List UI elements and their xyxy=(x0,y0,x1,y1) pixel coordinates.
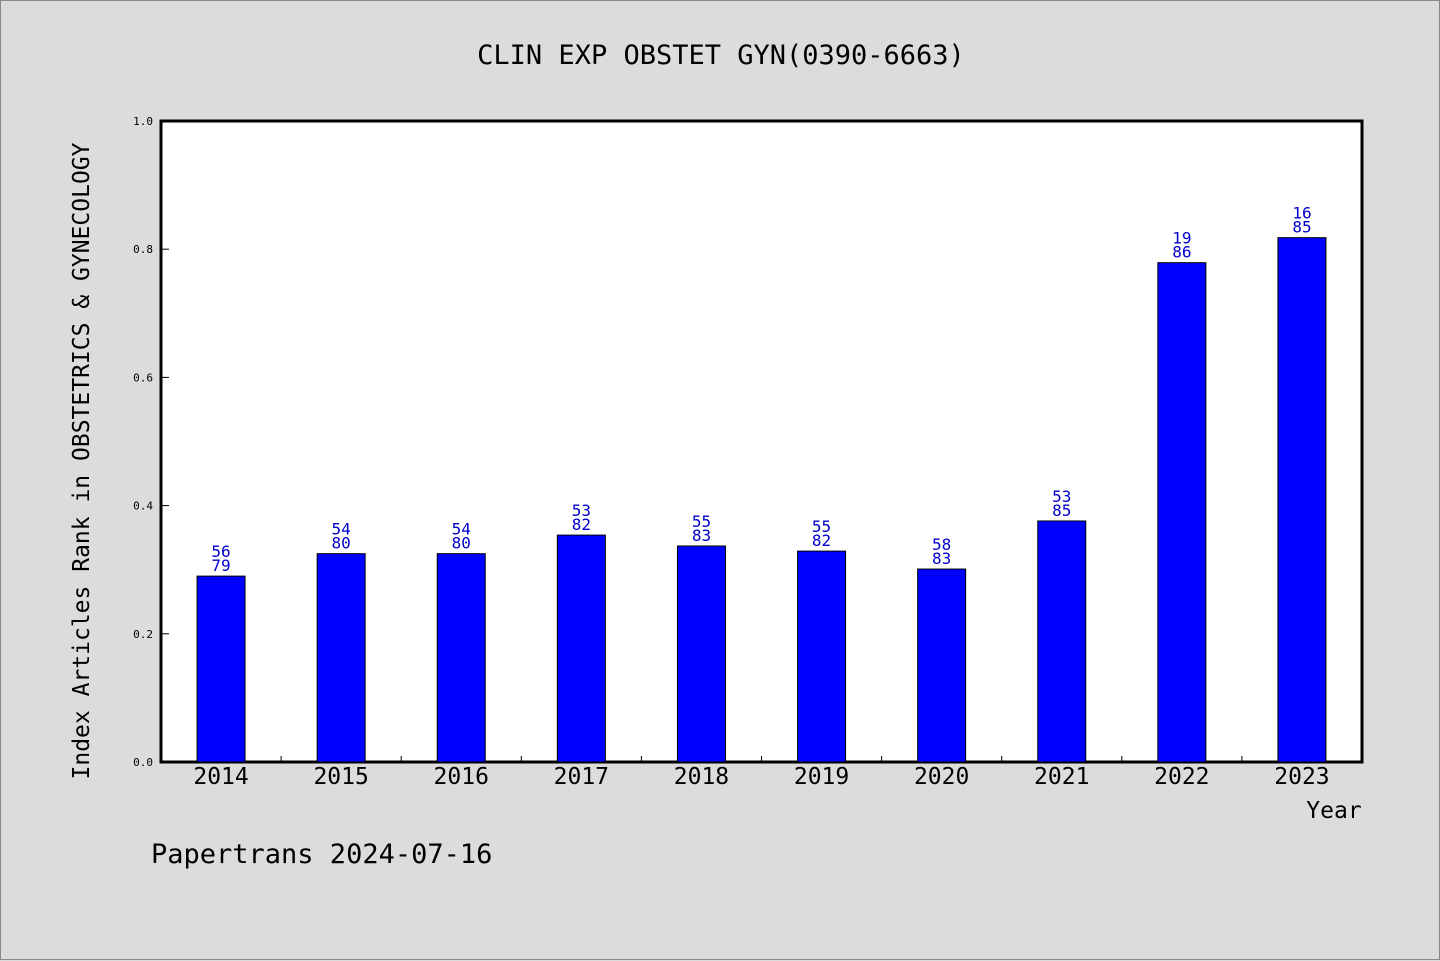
bar-label-bottom: 85 xyxy=(1292,218,1311,237)
x-tick-label: 2017 xyxy=(554,764,609,790)
bar xyxy=(676,545,726,763)
bar-label-bottom: 83 xyxy=(692,526,711,545)
bar-label-top: 54 xyxy=(332,520,351,539)
y-axis-label: Index Articles Rank in OBSTETRICS & GYNE… xyxy=(69,142,95,779)
bar xyxy=(316,553,366,763)
x-tick-label: 2019 xyxy=(794,764,849,790)
bar xyxy=(1277,237,1327,763)
bar-label-top: 58 xyxy=(932,535,951,554)
bar-label-top: 54 xyxy=(452,520,471,539)
bar xyxy=(797,550,847,763)
x-axis: 2014 2015 2016 2017 2018 2019 2020 2021 2022 2023 xyxy=(193,756,1330,790)
y-axis: 0.0 0.2 0.4 0.6 0.8 1.0 xyxy=(133,115,169,769)
bar-series xyxy=(196,237,1327,763)
bar-label-bottom: 85 xyxy=(1052,501,1071,520)
x-tick-label: 2022 xyxy=(1154,764,1209,790)
bar-label-top: 19 xyxy=(1172,229,1191,248)
bar xyxy=(196,575,246,763)
x-tick-label: 2014 xyxy=(193,764,248,790)
bar-label-top: 55 xyxy=(812,517,831,536)
y-tick-label: 0.6 xyxy=(133,371,153,384)
chart-title: CLIN EXP OBSTET GYN(0390-6663) xyxy=(477,40,965,71)
bar-label-bottom: 80 xyxy=(452,534,471,553)
bar xyxy=(1157,262,1207,763)
bar xyxy=(436,553,486,763)
bar-label-top: 55 xyxy=(692,512,711,531)
x-axis-label: Year xyxy=(1306,798,1361,824)
y-tick-label: 0.8 xyxy=(133,243,153,256)
bar-label-top: 56 xyxy=(211,542,230,561)
bar xyxy=(556,534,606,763)
footer-text: Papertrans 2024-07-16 xyxy=(151,839,492,870)
y-tick-label: 0.4 xyxy=(133,500,153,513)
x-tick-label: 2018 xyxy=(674,764,729,790)
bar-label-top: 53 xyxy=(1052,487,1071,506)
y-tick-label: 0.2 xyxy=(133,628,153,641)
bar xyxy=(917,568,967,763)
bar-label-bottom: 80 xyxy=(332,534,351,553)
x-tick-label: 2016 xyxy=(434,764,489,790)
x-tick-label: 2021 xyxy=(1034,764,1089,790)
bar-label-bottom: 86 xyxy=(1172,243,1191,262)
bar-label-bottom: 79 xyxy=(211,556,230,575)
bar-label-top: 16 xyxy=(1292,204,1311,223)
bar-label-top: 53 xyxy=(572,501,591,520)
bar xyxy=(1037,520,1087,763)
x-tick-label: 2015 xyxy=(313,764,368,790)
bar-label-bottom: 83 xyxy=(932,549,951,568)
x-tick-label: 2020 xyxy=(914,764,969,790)
y-tick-label: 1.0 xyxy=(133,115,153,128)
bar-label-bottom: 82 xyxy=(812,531,831,550)
y-tick-label: 0.0 xyxy=(133,756,153,769)
bar-label-bottom: 82 xyxy=(572,515,591,534)
x-tick-label: 2023 xyxy=(1274,764,1329,790)
